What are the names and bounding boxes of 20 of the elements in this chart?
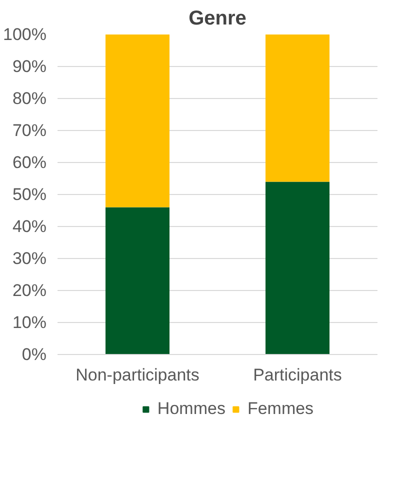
y-tick-label: 20% [12,281,47,300]
y-tick-label: 30% [12,249,47,268]
y-tick-label: 10% [12,313,47,332]
y-tick-label: 0% [22,345,47,364]
y-tick-label: 40% [12,217,47,236]
y-tick-label: 90% [12,57,47,76]
bar [106,207,170,354]
bar [106,34,170,208]
x-tick-label: Participants [253,366,342,384]
y-tick-label: 70% [12,121,47,140]
bar [266,182,330,354]
y-tick-label: 50% [12,185,47,204]
y-tick-label: 80% [12,89,47,108]
chart-title: Genre [188,8,246,30]
x-tick-label: Non-participants [76,366,200,384]
y-tick-label: 100% [3,25,47,44]
y-tick-label: 60% [12,153,47,172]
legend-label: Hommes [157,399,226,419]
bar [266,34,330,182]
legend-label: Femmes [247,399,314,419]
